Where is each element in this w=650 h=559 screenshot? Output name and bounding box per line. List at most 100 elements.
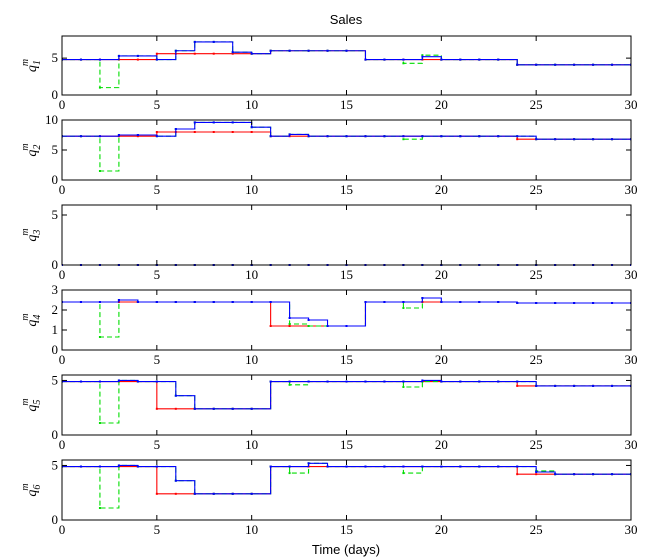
series-point [250, 301, 253, 303]
series-point [288, 383, 291, 386]
series-point [440, 135, 443, 138]
series-point [212, 121, 215, 124]
x-tick-label: 30 [625, 352, 638, 367]
x-tick-label: 0 [59, 97, 66, 112]
series-point [592, 384, 595, 387]
series-line-2 [62, 297, 631, 338]
series-line-3 [62, 41, 631, 66]
y-axis-label: q3m [20, 228, 43, 241]
x-tick-label: 10 [245, 97, 258, 112]
series-point [383, 465, 386, 468]
y-axis-label-sup: m [20, 398, 31, 405]
series-point [497, 135, 500, 138]
series-point [611, 473, 614, 476]
series-point [193, 121, 196, 124]
series-point [478, 58, 481, 61]
y-axis-label: q1m [20, 59, 43, 72]
y-tick-label: 0 [52, 512, 59, 527]
series-point [535, 384, 538, 387]
series-point [212, 40, 215, 43]
y-axis-label-sub: 5 [32, 400, 43, 405]
series-point [117, 134, 120, 136]
series-point [288, 380, 291, 383]
x-tick-label: 0 [59, 437, 66, 452]
series-point [459, 465, 462, 468]
series-point [174, 301, 177, 303]
series-point [288, 465, 291, 468]
y-tick-label: 5 [52, 50, 59, 65]
series-point [497, 465, 500, 468]
series-point [478, 380, 481, 383]
x-tick-label: 5 [154, 437, 161, 452]
series-point [155, 301, 158, 303]
series-point [535, 302, 538, 304]
series-point [155, 380, 158, 383]
series-point [497, 380, 500, 383]
series-point [516, 465, 519, 468]
series-point [535, 471, 538, 473]
series-group [62, 297, 631, 338]
series-point [364, 135, 367, 138]
panel-3: 0 5 10 15 20 25 30 0 5 q3m [20, 204, 638, 282]
series-point [326, 135, 329, 138]
series-point [79, 380, 82, 383]
x-tick-label: 15 [340, 267, 353, 282]
panel-frame [61, 204, 632, 266]
series-point [98, 135, 101, 138]
series-point [364, 380, 367, 383]
y-tick-label: 5 [52, 207, 59, 222]
series-point [326, 380, 329, 383]
series-point [592, 63, 595, 66]
y-tick-label: 3 [52, 282, 59, 297]
series-point [231, 492, 234, 495]
x-tick-label: 5 [154, 352, 161, 367]
x-tick-label: 25 [530, 267, 543, 282]
series-point [478, 465, 481, 468]
series-point [269, 325, 272, 327]
series-point [516, 135, 519, 138]
y-tick-label: 0 [52, 342, 59, 357]
series-point [98, 170, 101, 172]
series-point [516, 138, 519, 141]
series-point [573, 63, 576, 66]
series-point [573, 302, 576, 304]
series-point [193, 52, 196, 55]
series-point [402, 307, 405, 309]
y-axis-label-base: q [25, 320, 40, 327]
y-axis-label: q2m [20, 143, 43, 156]
series-point [307, 380, 310, 383]
y-axis-label-sub: 2 [32, 145, 43, 150]
x-tick-label: 25 [530, 352, 543, 367]
series-point [421, 55, 424, 58]
series-point [459, 380, 462, 383]
series-point [269, 380, 272, 383]
series-point [231, 301, 234, 303]
series-point [516, 384, 519, 387]
y-axis-label-base: q [25, 405, 40, 412]
series-point [516, 473, 519, 476]
series-group [62, 121, 631, 172]
series-point [307, 462, 310, 465]
chart-title: Sales [330, 12, 363, 27]
series-line-3 [62, 462, 631, 495]
series-point [592, 138, 595, 141]
series-line-2 [62, 462, 631, 509]
series-point [364, 465, 367, 468]
series-point [212, 492, 215, 495]
series-point [212, 131, 215, 133]
y-tick-label: 5 [52, 457, 59, 472]
y-tick-label: 5 [52, 372, 59, 387]
series-group [62, 379, 631, 424]
series-point [117, 379, 120, 382]
series-point [231, 52, 234, 55]
x-tick-label: 10 [245, 437, 258, 452]
series-point [345, 465, 348, 468]
y-axis-label-base: q [25, 65, 40, 72]
series-point [402, 380, 405, 383]
series-point [611, 302, 614, 304]
series-point [136, 465, 139, 468]
series-point [402, 465, 405, 468]
series-point [212, 52, 215, 55]
series-point [554, 473, 557, 476]
